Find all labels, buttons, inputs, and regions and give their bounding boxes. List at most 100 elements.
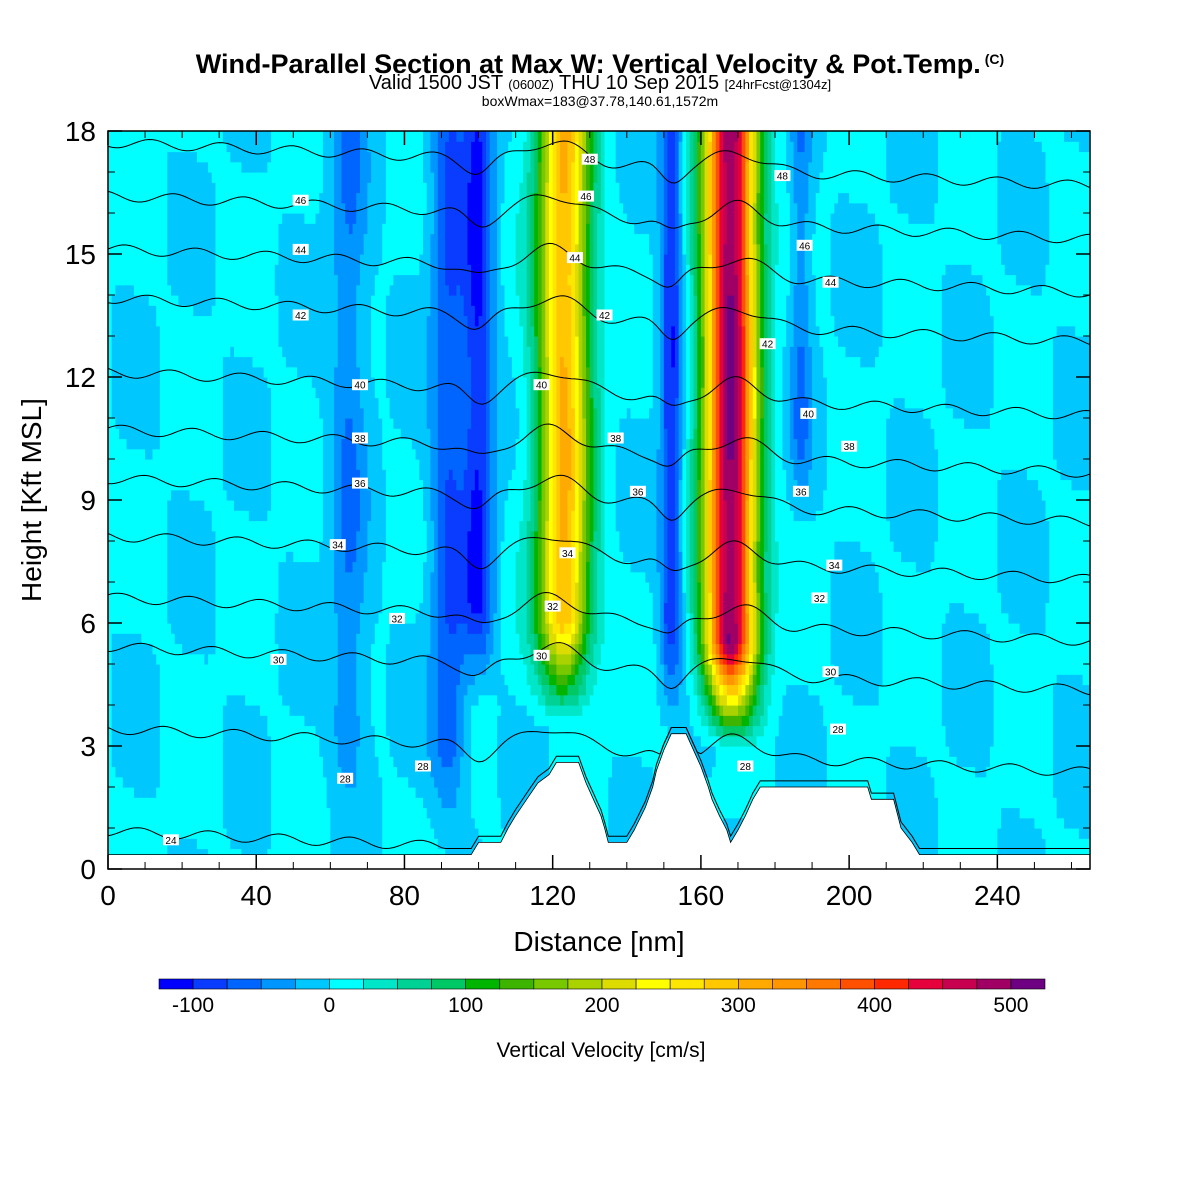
velocity-cell [1004,131,1010,276]
velocity-cell [356,715,361,747]
theta-label: 40 [800,407,817,420]
velocity-cell [989,746,995,869]
velocity-cell [571,684,576,696]
velocity-cell [971,428,976,614]
theta-contour-40 [108,367,1090,420]
velocity-cell [252,520,257,706]
velocity-cell [504,131,509,153]
velocity-cell [156,448,161,665]
theta-label-text: 36 [795,487,807,498]
velocity-cell [860,551,865,706]
velocity-cell [786,684,791,829]
velocity-cell [726,715,732,727]
velocity-cell [463,623,469,655]
velocity-cell [1067,325,1073,481]
velocity-cell [460,664,465,757]
velocity-cell [589,541,595,634]
velocity-cell [274,295,280,614]
velocity-cell [1071,325,1076,491]
velocity-cell [578,551,583,624]
velocity-cell [259,520,265,716]
velocity-cell [1082,336,1087,491]
velocity-cell [989,131,995,317]
velocity-cell [719,705,724,716]
velocity-cell [578,664,583,686]
velocity-cell [897,213,902,399]
velocity-cell [574,479,580,583]
velocity-cell [1064,325,1069,481]
velocity-cell [749,664,754,675]
velocity-cell [563,633,569,645]
theta-contours [108,138,1090,850]
velocity-cell [130,448,135,634]
velocity-cell [593,182,598,409]
velocity-cell [545,633,550,655]
velocity-cell [941,623,947,727]
velocity-cell [537,366,543,501]
velocity-cell [563,684,569,696]
velocity-cell [1078,131,1084,153]
velocity-cell [474,705,480,829]
velocity-cell [545,715,550,727]
velocity-cell [793,202,798,286]
velocity-cell [823,131,828,153]
velocity-cell [734,664,739,675]
velocity-cell [741,674,746,686]
velocity-cell [737,684,743,696]
velocity-cell [663,131,669,255]
velocity-cell [678,551,683,686]
velocity-cell [904,131,910,214]
velocity-cell [867,213,872,368]
velocity-cell [415,131,420,276]
velocity-cell [319,541,324,757]
velocity-cell [515,705,520,850]
velocity-cell [393,131,398,276]
velocity-cell [619,202,624,419]
velocity-cell [726,705,732,716]
velocity-cell [641,571,646,768]
velocity-cell [148,305,154,460]
velocity-cell [248,705,254,860]
velocity-cell [800,520,806,686]
colorbar-swatch [874,978,909,990]
velocity-cell [526,643,532,686]
velocity-cell [923,756,928,869]
velocity-cell [926,223,932,419]
velocity-cell [222,828,228,869]
velocity-cell [752,131,758,204]
velocity-cell [560,356,565,542]
velocity-cell [615,530,620,757]
velocity-cell [563,131,569,194]
velocity-cell [752,653,758,665]
velocity-cell [556,664,561,675]
theta-label: 24 [162,834,179,847]
theta-label-bg [270,653,287,665]
velocity-cell [159,131,165,869]
velocity-cell [474,612,480,634]
velocity-cell [308,725,313,869]
velocity-cell [548,694,554,706]
velocity-cell [334,274,339,368]
theta-label-text: 42 [762,340,774,351]
theta-label-bg [811,592,828,604]
velocity-cell [537,161,543,368]
velocity-cell [363,571,368,869]
velocity-cell [389,284,394,419]
velocity-cell [756,664,761,686]
velocity-cell [756,192,761,245]
velocity-cell [704,684,709,696]
velocity-cell [256,172,261,368]
velocity-cell [115,284,120,429]
velocity-cell [949,756,954,869]
velocity-cell [682,592,687,778]
colorbar-swatch [158,978,194,990]
velocity-cell [482,674,487,696]
velocity-cell [860,131,865,204]
velocity-cell [289,131,294,214]
velocity-cell [1045,602,1050,869]
velocity-cell [689,274,695,440]
velocity-cell [419,797,424,869]
velocity-cell [1004,807,1010,869]
velocity-cell [408,131,413,276]
velocity-cell [274,643,280,869]
